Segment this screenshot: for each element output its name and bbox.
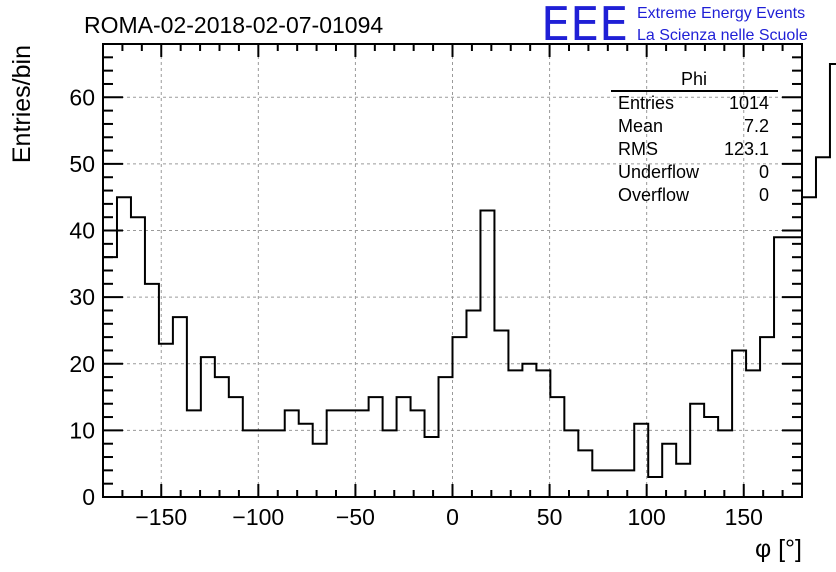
x-tick-label: 50 <box>537 504 563 530</box>
x-axis-title: φ [°] <box>755 535 802 563</box>
y-tick-label: 30 <box>69 284 95 310</box>
stats-label: RMS <box>618 139 658 159</box>
stats-value: 0 <box>759 185 769 205</box>
y-tick-label: 0 <box>82 484 95 510</box>
y-tick-label: 60 <box>69 84 95 110</box>
histogram-series <box>103 62 836 479</box>
axis-ticks: −150 −100 −50 0 50 100 150 0 10 20 30 40 50 60 <box>69 44 802 530</box>
y-tick-label: 20 <box>69 351 95 377</box>
x-tick-label: 0 <box>446 504 459 530</box>
x-tick-label: −50 <box>336 504 375 530</box>
x-tick-label: −150 <box>135 504 187 530</box>
stats-box: Phi Entries 1014 Mean 7.2 RMS 123.1 Underflow 0… <box>611 69 778 205</box>
stats-label: Underflow <box>618 162 700 182</box>
y-tick-label: 40 <box>69 218 95 244</box>
logo-line-1: Extreme Energy Events <box>637 5 805 22</box>
stats-value: 0 <box>759 162 769 182</box>
x-tick-label: −100 <box>232 504 284 530</box>
stats-rows: Entries 1014 Mean 7.2 RMS 123.1 Underflow 0 Over… <box>618 93 769 205</box>
x-tick-label: 100 <box>627 504 665 530</box>
eee-logo: EEE Extreme Energy Events La Scienza nel… <box>541 0 808 51</box>
eee-logo-mark: EEE <box>541 0 628 51</box>
y-axis-title: Entries/bin <box>8 45 36 163</box>
logo-line-2: La Scienza nelle Scuole <box>637 27 808 44</box>
stats-label: Overflow <box>618 185 690 205</box>
y-tick-label: 10 <box>69 417 95 443</box>
stats-value: 1014 <box>729 93 769 113</box>
stats-value: 7.2 <box>744 116 769 136</box>
stats-label: Mean <box>618 116 663 136</box>
stats-title: Phi <box>681 69 707 89</box>
grid-lines <box>103 44 802 497</box>
chart-title: ROMA-02-2018-02-07-01094 <box>84 12 383 38</box>
stats-value: 123.1 <box>724 139 769 159</box>
y-tick-label: 50 <box>69 151 95 177</box>
x-tick-label: 150 <box>725 504 763 530</box>
stats-label: Entries <box>618 93 674 113</box>
